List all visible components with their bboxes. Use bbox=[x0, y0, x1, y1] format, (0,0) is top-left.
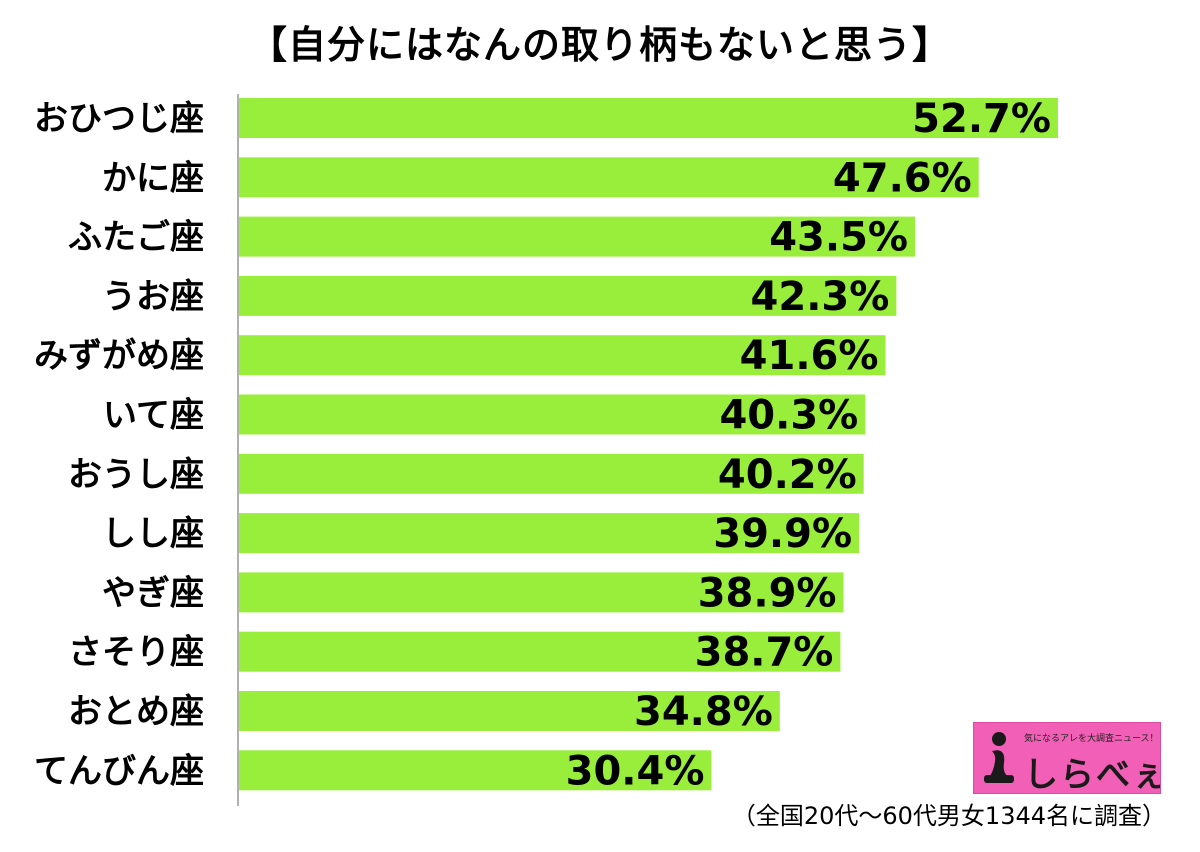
bar-11 bbox=[239, 691, 780, 731]
value-label: 38.7% bbox=[695, 630, 834, 676]
info-i-icon bbox=[984, 732, 1014, 783]
bar-7 bbox=[239, 453, 864, 494]
value-label: 34.8% bbox=[634, 689, 773, 735]
logo-name: しらべぇ bbox=[1024, 755, 1161, 794]
value-label: 43.5% bbox=[769, 215, 908, 261]
chart-title: 【自分にはなんの取り柄もないと思う】 bbox=[248, 23, 951, 67]
survey-footnote: （全国20代～60代男女1344名に調査） bbox=[731, 802, 1166, 830]
category-label: しし座 bbox=[102, 514, 204, 554]
shirabee-logo: 気になるアレを大調査ニュース！ しらべぇ bbox=[973, 722, 1161, 794]
bar-9 bbox=[239, 572, 844, 613]
bar-6 bbox=[239, 394, 866, 435]
category-label: みずがめ座 bbox=[34, 336, 204, 376]
bar-5 bbox=[239, 335, 886, 376]
category-label: てんびん座 bbox=[34, 751, 204, 791]
category-label: いて座 bbox=[103, 396, 204, 436]
bar-4 bbox=[239, 275, 897, 316]
category-label: おうし座 bbox=[68, 455, 204, 495]
logo-tagline: 気になるアレを大調査ニュース！ bbox=[1024, 734, 1159, 744]
bar-2 bbox=[239, 157, 979, 198]
bar-10 bbox=[239, 631, 841, 672]
value-label: 42.3% bbox=[751, 274, 890, 320]
bar-8 bbox=[239, 513, 860, 554]
value-label: 41.6% bbox=[740, 333, 879, 379]
bar-1 bbox=[239, 98, 1058, 138]
category-label: おひつじ座 bbox=[34, 99, 204, 139]
bar-12 bbox=[239, 750, 712, 791]
category-label: ふたご座 bbox=[68, 218, 204, 258]
value-label: 40.3% bbox=[719, 393, 858, 439]
value-label: 52.7% bbox=[912, 96, 1051, 142]
value-label: 40.2% bbox=[718, 452, 857, 498]
category-label: やぎ座 bbox=[102, 573, 204, 613]
value-label: 47.6% bbox=[833, 155, 972, 201]
value-label: 30.4% bbox=[566, 748, 705, 794]
category-label: かに座 bbox=[102, 158, 204, 198]
bar-3 bbox=[239, 216, 915, 257]
value-label: 38.9% bbox=[698, 570, 837, 616]
value-label: 39.9% bbox=[713, 511, 852, 557]
category-label: うお座 bbox=[102, 277, 204, 317]
category-label: さそり座 bbox=[68, 633, 204, 673]
category-label: おとめ座 bbox=[68, 692, 204, 732]
